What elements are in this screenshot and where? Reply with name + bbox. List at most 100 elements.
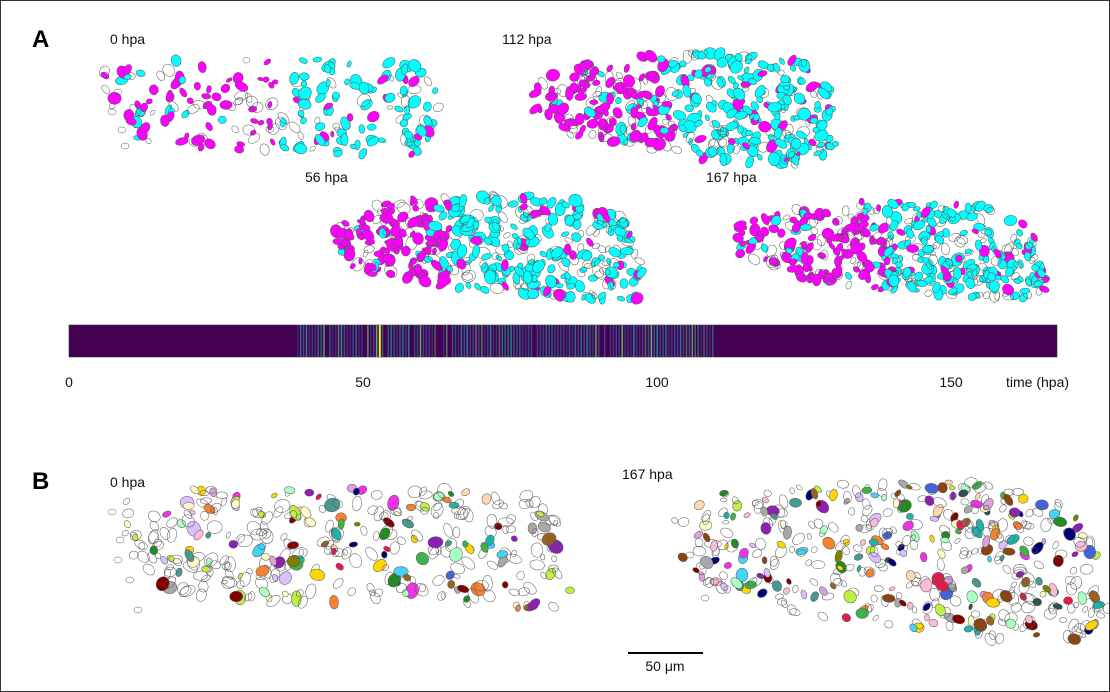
cell <box>252 543 266 558</box>
cell <box>730 538 739 549</box>
cell <box>739 547 749 559</box>
cell <box>815 500 822 507</box>
cell <box>1025 508 1034 518</box>
cell <box>474 579 489 592</box>
cell <box>387 494 400 511</box>
cell <box>523 601 530 611</box>
cell <box>808 138 817 146</box>
cell <box>228 540 238 549</box>
cell <box>266 594 281 607</box>
timeline-highlight <box>378 325 381 357</box>
cell <box>486 513 498 529</box>
timeline-tick-0: 0 <box>65 374 73 390</box>
cell <box>393 566 409 577</box>
cell <box>100 71 109 80</box>
cell <box>856 565 862 572</box>
cell <box>700 594 710 602</box>
cell <box>699 520 713 531</box>
cell <box>924 483 939 494</box>
timeline-stripe <box>551 325 553 357</box>
cell <box>994 555 1001 562</box>
cell <box>835 242 844 253</box>
cell <box>853 544 863 553</box>
cell <box>786 264 799 273</box>
cell <box>282 590 289 598</box>
cell <box>237 534 254 547</box>
cell <box>882 594 896 603</box>
cell <box>201 574 211 582</box>
cell <box>507 240 514 248</box>
timeline-stripe <box>387 325 389 357</box>
cell <box>532 260 545 273</box>
cell <box>619 278 629 289</box>
cell <box>261 511 274 525</box>
cell <box>1044 607 1057 620</box>
cell <box>789 487 795 495</box>
cell <box>719 489 729 497</box>
cell <box>206 104 217 116</box>
cell <box>298 595 308 609</box>
cell <box>453 511 460 519</box>
cell <box>873 585 884 592</box>
cell <box>244 593 253 602</box>
timeline-stripe <box>507 325 509 357</box>
cell <box>184 549 195 562</box>
cell <box>332 578 344 589</box>
cell <box>823 277 830 284</box>
cell <box>390 243 397 250</box>
cell <box>910 534 916 541</box>
cell <box>234 81 249 92</box>
cell <box>599 133 613 142</box>
cell <box>1070 566 1077 575</box>
cell <box>789 546 795 553</box>
cell <box>259 528 274 544</box>
cell <box>1052 554 1064 567</box>
timeline-stripe <box>425 325 427 357</box>
cell <box>252 509 259 517</box>
cell <box>1054 499 1063 508</box>
cell <box>568 193 583 208</box>
cell <box>1035 499 1049 511</box>
cell <box>757 154 763 161</box>
timeline-stripe <box>603 325 606 357</box>
cell <box>516 571 525 581</box>
timeline-stripe <box>308 325 311 357</box>
cell <box>569 250 577 260</box>
cell <box>854 211 864 222</box>
cell <box>758 121 772 133</box>
cell <box>920 206 931 218</box>
cell <box>810 591 819 602</box>
cell <box>507 200 519 208</box>
cell <box>342 548 348 556</box>
cell <box>778 494 789 509</box>
timeline-bar <box>68 324 1058 358</box>
cell <box>523 206 533 219</box>
cell <box>346 60 352 68</box>
timeline-stripe <box>595 325 597 357</box>
cell <box>614 226 626 238</box>
cell <box>645 49 658 63</box>
cell <box>1052 603 1063 610</box>
cell <box>1077 532 1088 540</box>
cell <box>332 238 343 245</box>
cell <box>484 216 492 223</box>
cell <box>400 95 410 108</box>
cell <box>517 235 530 247</box>
cell <box>998 609 1010 622</box>
cell <box>671 517 679 524</box>
cell <box>702 513 710 525</box>
cell <box>120 142 130 150</box>
cell <box>692 567 700 573</box>
cell <box>159 527 171 540</box>
cell <box>749 216 759 225</box>
cell <box>751 500 759 506</box>
cell <box>529 496 541 509</box>
cell <box>682 49 692 64</box>
cell <box>711 100 718 106</box>
cell <box>463 598 471 608</box>
cell <box>730 577 743 589</box>
cell <box>881 205 893 218</box>
cell <box>1022 615 1036 630</box>
cell <box>408 59 422 73</box>
cell <box>1008 592 1019 606</box>
